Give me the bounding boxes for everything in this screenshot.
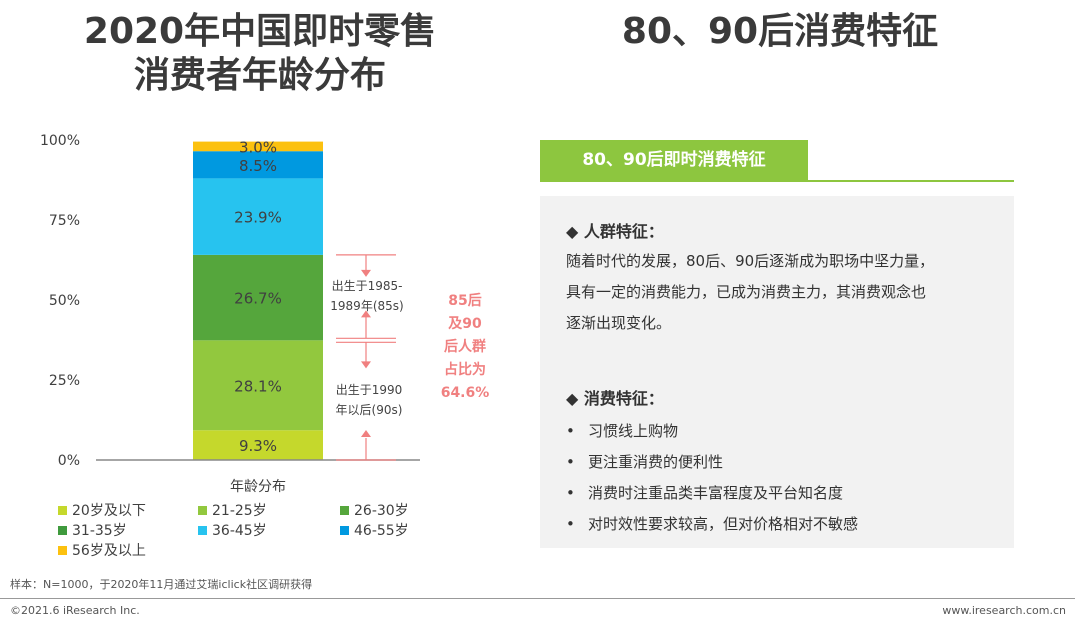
bullet-text: 习惯线上购物: [588, 422, 679, 440]
legend-item: 31-35岁: [58, 520, 127, 540]
x-axis-label: 年龄分布: [230, 479, 286, 495]
copyright: ©2021.6 iResearch Inc.: [10, 604, 140, 617]
share-line-3: 后人群: [444, 339, 486, 355]
legend-label: 21-25岁: [212, 503, 267, 519]
panel-box: [540, 196, 1014, 548]
bullet-item: • 习惯线上购物: [566, 420, 678, 441]
callout-85s: 出生于1985- 1989年(85s): [326, 276, 408, 316]
consume-section-title: ◆ 消费特征：: [566, 389, 664, 408]
legend-label: 36-45岁: [212, 523, 267, 539]
share-line-5: 64.6%: [440, 385, 490, 401]
callout-85s-line2: 1989年(85s): [330, 299, 404, 313]
age-distribution-chart: 0% 25% 50% 75% 100% 9.3% 28.1% 26.7% 23.9% 8.5%3…: [40, 133, 420, 495]
callout-90s-line1: 出生于1990: [335, 383, 403, 397]
right-title: 80、90后消费特征: [621, 11, 939, 52]
y-tick-label: 50%: [49, 293, 80, 309]
share-line-2: 及90: [448, 316, 482, 332]
legend-item: 21-25岁: [198, 500, 267, 520]
legend-label: 56岁及以上: [72, 543, 146, 559]
bullet-dot: •: [566, 484, 575, 502]
bracket-arrow: [361, 361, 371, 369]
legend-item: 36-45岁: [198, 520, 267, 540]
bar-segment: [193, 178, 323, 255]
legend-item: 56岁及以上: [58, 540, 146, 560]
bar-segment-label: 9.3%: [239, 437, 277, 455]
bar-segment-label: 26.7%: [234, 290, 282, 308]
share-annotation: 85后 及90 后人群 占比为 64.6%: [440, 290, 490, 405]
sample-note: 样本：N=1000，于2020年11月通过艾瑞iclick社区调研获得: [10, 578, 313, 591]
panel-header-underline: [540, 180, 1014, 182]
crowd-line-1: 随着时代的发展，80后、90后逐渐成为职场中坚力量，: [566, 252, 935, 270]
footer-divider: [0, 598, 1075, 599]
bracket-arrow: [361, 430, 371, 437]
bullet-text: 对时效性要求较高，但对价格相对不敏感: [588, 515, 859, 533]
bullet-dot: •: [566, 422, 575, 440]
bar-segment: [193, 340, 323, 431]
y-tick-label: 25%: [49, 373, 80, 389]
bullet-dot: •: [566, 515, 575, 533]
crowd-line-2: 具有一定的消费能力，已成为消费主力，其消费观念也: [566, 283, 927, 301]
bar-segment-label: 28.1%: [234, 377, 282, 395]
share-line-1: 85后: [448, 293, 482, 309]
bracket-arrow: [361, 310, 371, 318]
bar-segment: [193, 254, 323, 341]
legend-label: 46-55岁: [354, 523, 409, 539]
crowd-description: 随着时代的发展，80后、90后逐渐成为职场中坚力量， 具有一定的消费能力，已成为…: [566, 246, 1006, 339]
y-tick-label: 100%: [40, 133, 80, 149]
legend-swatch: [58, 545, 67, 555]
bullet-item: • 更注重消费的便利性: [566, 451, 723, 472]
bar-segment: [193, 141, 323, 152]
legend-label: 31-35岁: [72, 523, 127, 539]
legend-swatch: [198, 525, 207, 535]
bar-segment: [193, 430, 323, 460]
bullet-item: • 对时效性要求较高，但对价格相对不敏感: [566, 513, 858, 534]
left-title-line1: 2020年中国即时零售: [83, 11, 437, 52]
y-tick-label: 0%: [58, 453, 80, 469]
callout-85s-line1: 出生于1985-: [331, 279, 403, 293]
bullet-text: 消费时注重品类丰富程度及平台知名度: [588, 484, 844, 502]
bar-segment-label: 8.5%: [239, 157, 277, 175]
legend-swatch: [198, 505, 207, 515]
y-tick-label: 75%: [49, 213, 80, 229]
left-title-line2: 消费者年龄分布: [133, 55, 386, 96]
legend-swatch: [340, 505, 349, 515]
legend-swatch: [340, 525, 349, 535]
bar-segment-label: 3.0%: [239, 138, 277, 156]
legend-item: 46-55岁: [340, 520, 409, 540]
bullet-item: • 消费时注重品类丰富程度及平台知名度: [566, 482, 843, 503]
bar-segment: [193, 151, 323, 179]
callout-90s-line2: 年以后(90s): [335, 403, 403, 417]
bar-segment-label: 23.9%: [234, 209, 282, 227]
crowd-line-3: 逐渐出现变化。: [566, 314, 672, 332]
legend-swatch: [58, 525, 67, 535]
callout-90s: 出生于1990 年以后(90s): [328, 380, 410, 420]
bullet-text: 更注重消费的便利性: [588, 453, 724, 471]
share-line-4: 占比为: [444, 362, 486, 378]
legend-swatch: [58, 505, 67, 515]
legend-label: 20岁及以下: [72, 503, 146, 519]
website-link[interactable]: www.iresearch.com.cn: [942, 604, 1066, 617]
legend-label: 26-30岁: [354, 503, 409, 519]
left-title: 2020年中国即时零售 消费者年龄分布: [40, 10, 480, 98]
bullet-dot: •: [566, 453, 575, 471]
legend-item: 20岁及以下: [58, 500, 146, 520]
bracket-arrow: [361, 269, 371, 277]
legend-item: 26-30岁: [340, 500, 409, 520]
panel-header: 80、90后即时消费特征: [540, 140, 808, 180]
crowd-section-title: ◆ 人群特征：: [566, 222, 664, 241]
